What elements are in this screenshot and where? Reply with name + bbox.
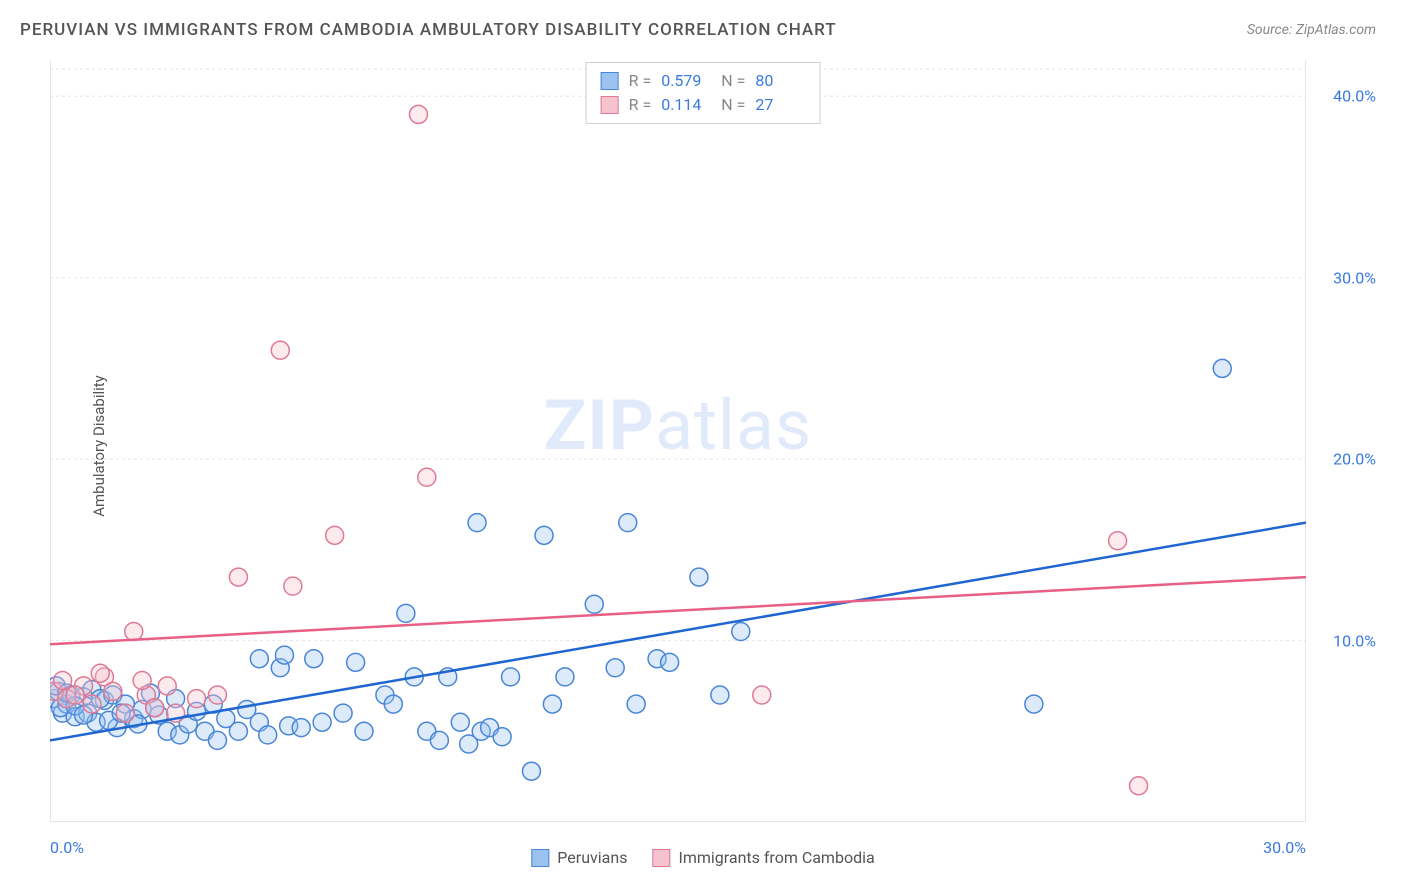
n-value-2: 27: [755, 93, 805, 117]
n-label: N =: [721, 93, 745, 117]
plot-area: ZIPatlas 10.0%20.0%30.0%40.0% 0.0%30.0%: [50, 60, 1306, 822]
r-label: R =: [629, 69, 652, 93]
legend-item-2: Immigrants from Cambodia: [652, 848, 874, 867]
chart-title: PERUVIAN VS IMMIGRANTS FROM CAMBODIA AMB…: [20, 20, 837, 40]
n-value-1: 80: [755, 69, 805, 93]
stats-row-series-2: R = 0.114 N = 27: [601, 93, 806, 117]
bottom-legend: Peruvians Immigrants from Cambodia: [531, 848, 874, 867]
swatch-series-2: [652, 849, 670, 867]
y-tick-label: 30.0%: [1333, 268, 1376, 287]
legend-label-2: Immigrants from Cambodia: [678, 848, 874, 867]
swatch-series-2: [601, 96, 619, 114]
r-value-2: 0.114: [661, 93, 711, 117]
scatter-plot-svg: [50, 60, 1306, 822]
x-tick-label: 30.0%: [1263, 838, 1306, 857]
r-value-1: 0.579: [661, 69, 711, 93]
legend-item-1: Peruvians: [531, 848, 627, 867]
y-tick-label: 10.0%: [1333, 631, 1376, 650]
y-tick-label: 20.0%: [1333, 450, 1376, 469]
r-label: R =: [629, 93, 652, 117]
legend-label-1: Peruvians: [557, 848, 627, 867]
correlation-stats-box: R = 0.579 N = 80 R = 0.114 N = 27: [586, 62, 821, 124]
stats-row-series-1: R = 0.579 N = 80: [601, 69, 806, 93]
x-tick-label: 0.0%: [50, 838, 84, 857]
n-label: N =: [721, 69, 745, 93]
source-attribution: Source: ZipAtlas.com: [1247, 22, 1376, 38]
swatch-series-1: [601, 72, 619, 90]
y-tick-label: 40.0%: [1333, 87, 1376, 106]
swatch-series-1: [531, 849, 549, 867]
